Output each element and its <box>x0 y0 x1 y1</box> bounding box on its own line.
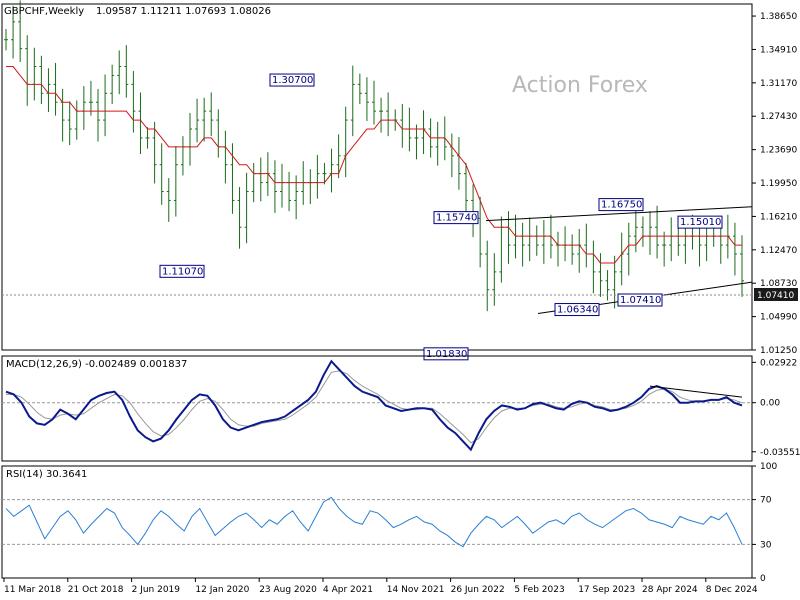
price-tick-label: 1.38650 <box>760 12 797 22</box>
price-panel: 1.38650 1.34910 1.31170 1.27430 1.23690 1.199… <box>1 0 798 361</box>
moving-average-line <box>6 66 742 264</box>
price-label: 1.30700 <box>272 75 313 86</box>
price-tick-label: 1.31170 <box>760 79 797 89</box>
chart-header-ohlc: 1.09587 1.11211 1.07693 1.08026 <box>96 6 271 17</box>
time-tick-label: 23 Aug 2020 <box>259 585 317 595</box>
price-label: 1.07410 <box>620 295 661 306</box>
macd-signal-line <box>6 370 743 444</box>
time-tick-label: 2 Jun 2019 <box>132 585 181 595</box>
chart-header-symbol: GBPCHF,Weekly <box>4 6 84 17</box>
price-tick-label: 1.04990 <box>760 313 797 323</box>
price-label-box <box>598 198 644 212</box>
price-label: 1.15740 <box>436 213 477 224</box>
current-price-label: 1.07410 <box>757 291 794 301</box>
rsi-tick-label: 30 <box>760 540 772 550</box>
price-label-box <box>159 264 205 278</box>
price-tick-label: 1.23690 <box>760 146 797 156</box>
price-label-box <box>269 73 315 87</box>
macd-line <box>5 359 743 452</box>
macd-panel-frame <box>1 355 753 462</box>
macd-trendline <box>649 385 743 398</box>
price-tick-label: 1.27430 <box>760 112 797 122</box>
price-label: 1.01830 <box>426 349 467 360</box>
price-tick-label: 1.08730 <box>760 279 797 289</box>
macd-tick-label: 0.00 <box>760 399 780 409</box>
price-label: 1.15010 <box>680 217 721 228</box>
rsi-panel: RSI(14) 30.3641 100 70 30 0 <box>1 462 777 584</box>
time-tick-label: 21 Oct 2018 <box>68 585 124 595</box>
price-label-box <box>617 293 663 307</box>
time-tick-label: 11 Mar 2018 <box>4 585 61 595</box>
rsi-line <box>5 496 743 548</box>
rsi-tick-label: 70 <box>760 496 772 506</box>
price-label: 1.11070 <box>162 266 203 277</box>
price-tick-label: 1.01250 <box>760 346 797 356</box>
price-tick-label: 1.34910 <box>760 45 797 55</box>
price-tick-label: 1.16210 <box>760 212 797 222</box>
price-label-box <box>423 347 469 361</box>
price-tick-label: 1.19950 <box>760 179 797 189</box>
rsi-tick-label: 0 <box>760 574 766 584</box>
time-tick-label: 4 Apr 2021 <box>323 585 373 595</box>
time-tick-label: 12 Jan 2020 <box>195 585 249 595</box>
macd-title: MACD(12,26,9) -0.002489 0.001837 <box>6 359 187 370</box>
time-tick-label: 17 Sep 2023 <box>578 585 635 595</box>
rsi-tick-label: 100 <box>760 462 777 472</box>
time-tick-label: 8 Dec 2024 <box>706 585 758 595</box>
price-tick-label: 1.12470 <box>760 246 797 256</box>
time-tick-label: 26 Jun 2022 <box>451 585 505 595</box>
time-axis: 11 Mar 2018 21 Oct 2018 2 Jun 2019 12 Jan 2… <box>3 578 758 595</box>
watermark: Action Forex <box>512 73 648 98</box>
time-tick-label: 28 Apr 2024 <box>642 585 698 595</box>
macd-tick-label: -0.035518 <box>760 448 800 458</box>
price-label-box <box>554 303 600 317</box>
price-panel-frame <box>1 3 753 351</box>
price-label-box <box>433 211 479 225</box>
upper-trendline <box>485 206 753 222</box>
current-price-box <box>754 287 798 301</box>
time-tick-label: 14 Nov 2021 <box>387 585 445 595</box>
macd-panel: MACD(12,26,9) -0.002489 0.001837 0.02922 0… <box>1 355 800 462</box>
rsi-title: RSI(14) 30.3641 <box>6 469 87 480</box>
time-tick-label: 5 Feb 2023 <box>514 585 564 595</box>
price-label: 1.16750 <box>601 200 642 211</box>
price-label: 1.06340 <box>557 305 598 316</box>
macd-tick-label: 0.02922 <box>760 358 797 368</box>
price-label-box <box>677 215 723 229</box>
rsi-panel-frame <box>1 465 753 579</box>
